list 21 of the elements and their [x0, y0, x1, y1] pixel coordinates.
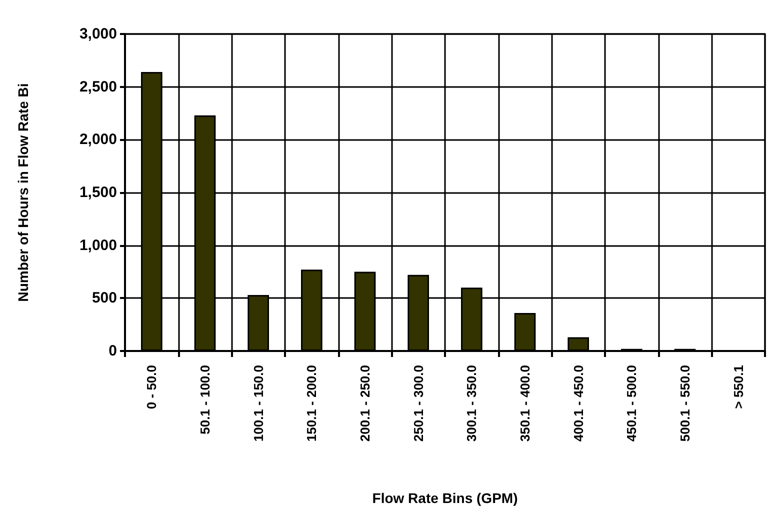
y-tick-label: 0 [108, 342, 117, 360]
y-tick-label: 3,000 [79, 26, 117, 42]
y-tick-label: 1,500 [79, 184, 117, 201]
x-tick-label: 300.1 - 350.0 [464, 365, 480, 442]
x-tick-label: 500.1 - 550.0 [678, 365, 692, 442]
x-tick-label: > 550.1 [730, 365, 746, 409]
x-tick-label: 250.1 - 300.0 [410, 365, 426, 442]
x-tick-label: 400.1 - 450.0 [570, 365, 586, 442]
y-tick-label: 2,000 [79, 131, 117, 148]
x-tick-label: 350.1 - 400.0 [518, 365, 532, 442]
y-tick-label: 2,500 [79, 78, 117, 96]
x-tick-label: 100.1 - 150.0 [250, 365, 266, 442]
y-tick-label: 1,000 [79, 236, 117, 254]
x-tick-label: 450.1 - 500.0 [624, 365, 640, 442]
y-axis-title: Number of Hours in Flow Rate Bi [15, 83, 31, 302]
y-tick-label: 500 [92, 290, 117, 307]
x-axis-title: Flow Rate Bins (GPM) [372, 490, 518, 506]
x-tick-label: 200.1 - 250.0 [358, 365, 372, 442]
x-tick-label: 50.1 - 100.0 [198, 365, 212, 434]
x-tick-label: 150.1 - 200.0 [304, 365, 320, 442]
x-tick-label: 0 - 50.0 [144, 365, 160, 410]
